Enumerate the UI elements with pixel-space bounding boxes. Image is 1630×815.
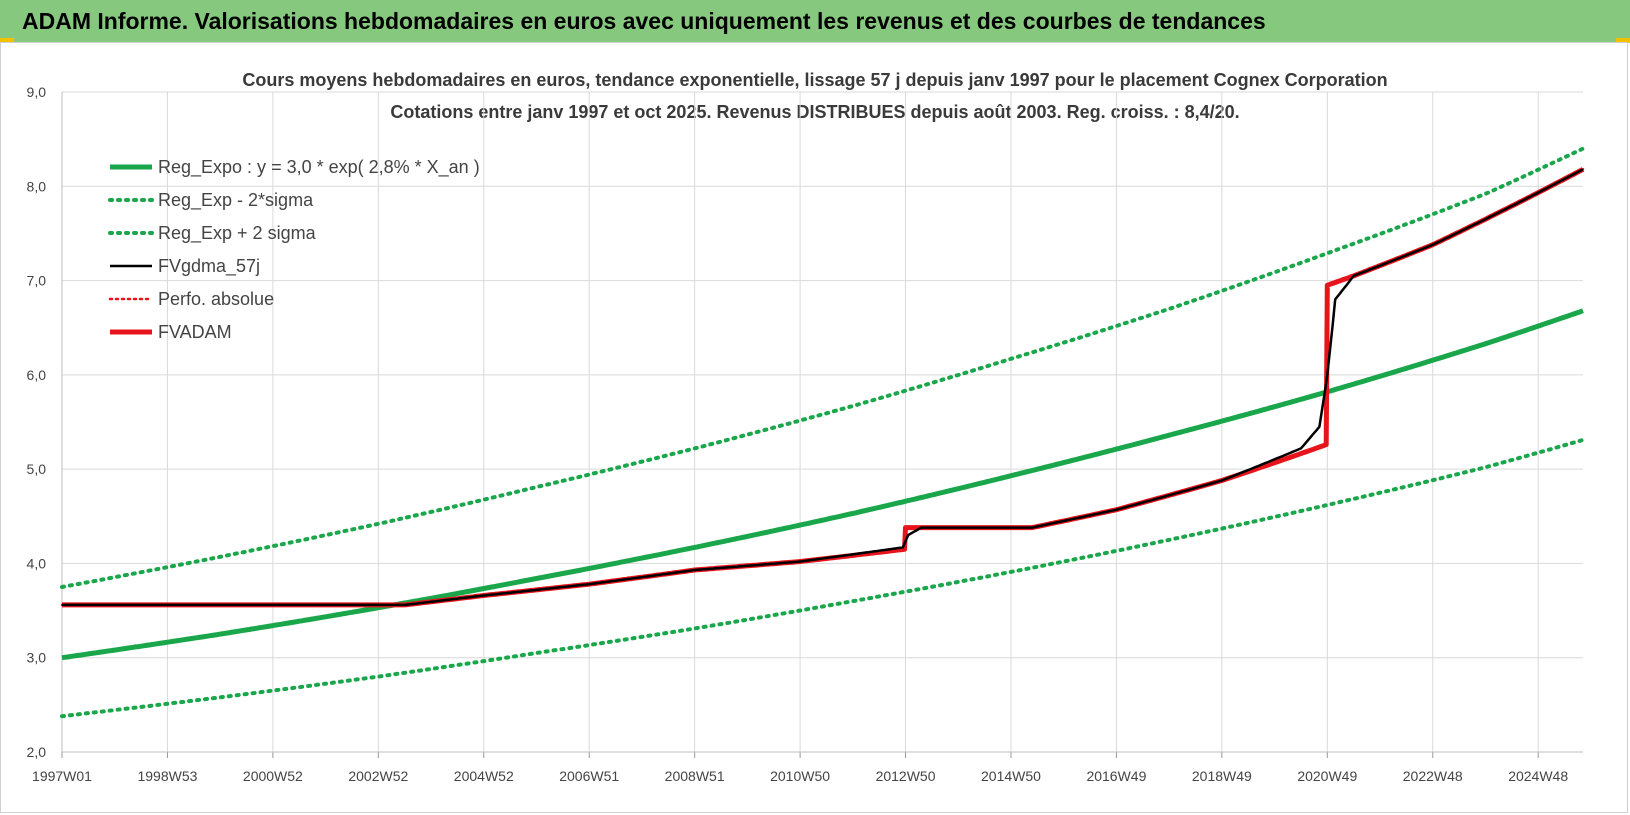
y-tick-label: 6,0 [27, 367, 47, 383]
x-tick-label: 2024W48 [1508, 768, 1568, 784]
chart-frame [0, 42, 1628, 813]
series-fvgdma-57j [62, 168, 1584, 607]
legend: Reg_Expo : y = 3,0 * exp( 2,8% * X_an ) R… [108, 157, 480, 342]
chart-title: Cours moyens hebdomadaires en euros, ten… [242, 70, 1387, 90]
x-tick-label: 2000W52 [243, 768, 303, 784]
report-title: ADAM Informe. Valorisations hebdomadaire… [22, 7, 1266, 34]
x-tick-label: 2008W51 [665, 768, 725, 784]
legend-label: Reg_Exp + 2 sigma [158, 223, 317, 244]
banner-corner-left [0, 38, 14, 43]
x-tick-label: 2018W49 [1192, 768, 1252, 784]
x-tick-label: 2020W49 [1297, 768, 1357, 784]
x-tick-label: 2010W50 [770, 768, 830, 784]
y-tick-label: 8,0 [27, 178, 47, 194]
x-tick-label: 2002W52 [348, 768, 408, 784]
x-tick-label: 2014W50 [981, 768, 1041, 784]
x-tick-label: 2012W50 [876, 768, 936, 784]
x-tick-label: 2004W52 [454, 768, 514, 784]
y-tick-label: 5,0 [27, 461, 47, 477]
banner-corner-right [1616, 38, 1630, 43]
x-tick-label: 2006W51 [559, 768, 619, 784]
x-tick-label: 2016W49 [1086, 768, 1146, 784]
series-reg-exp-minus-2sigma [60, 437, 1585, 719]
axes: 2,0 3,0 4,0 5,0 6,0 7,0 8,0 9,0 1997W01 1998W53 20… [27, 84, 1583, 784]
y-tick-label: 7,0 [27, 273, 47, 289]
series-reg-expo [61, 308, 1584, 661]
legend-label: FVgdma_57j [158, 256, 260, 277]
grid [61, 91, 1583, 753]
legend-label: Perfo. absolue [158, 289, 274, 309]
y-tick-label: 3,0 [27, 650, 47, 666]
y-tick-label: 2,0 [27, 744, 47, 760]
y-tick-label: 9,0 [27, 84, 47, 100]
series-lines [60, 146, 1585, 719]
legend-label: FVADAM [158, 322, 232, 342]
legend-label: Reg_Exp - 2*sigma [158, 190, 314, 211]
report-banner: ADAM Informe. Valorisations hebdomadaire… [0, 0, 1630, 42]
legend-label: Reg_Expo : y = 3,0 * exp( 2,8% * X_an ) [158, 157, 480, 178]
x-tick-label: 1997W01 [32, 768, 92, 784]
chart-subtitle: Cotations entre janv 1997 et oct 2025. R… [390, 102, 1239, 122]
series-reg-exp-plus-2sigma [60, 146, 1585, 589]
x-tick-label: 1998W53 [137, 768, 197, 784]
y-tick-label: 4,0 [27, 555, 47, 571]
x-tick-label: 2022W48 [1403, 768, 1463, 784]
